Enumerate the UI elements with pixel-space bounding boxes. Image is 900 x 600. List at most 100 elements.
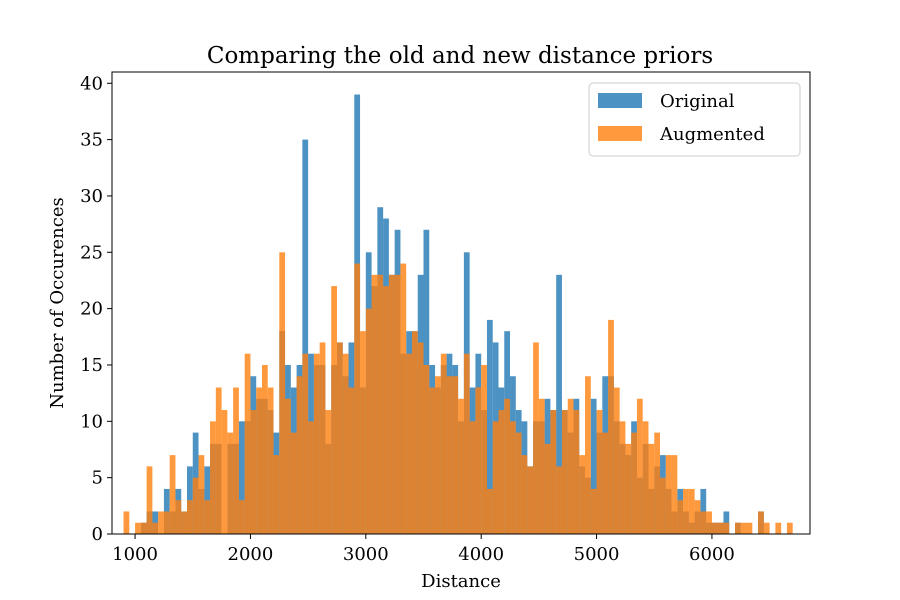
bar-augmented bbox=[267, 387, 274, 534]
bar-augmented bbox=[631, 432, 637, 534]
bar-augmented bbox=[336, 342, 343, 534]
bar-augmented bbox=[233, 387, 239, 534]
bar-augmented bbox=[481, 364, 487, 534]
legend-label-original: Original bbox=[660, 91, 735, 112]
bar-augmented bbox=[435, 376, 441, 534]
bar-augmented bbox=[313, 353, 320, 534]
bar-original bbox=[186, 466, 193, 534]
bar-augmented bbox=[700, 511, 707, 534]
bar-augmented bbox=[221, 410, 228, 534]
chart-title: Comparing the old and new distance prior… bbox=[207, 43, 713, 69]
legend-label-augmented: Augmented bbox=[659, 124, 765, 145]
bar-augmented bbox=[163, 511, 170, 534]
bar-augmented bbox=[140, 522, 147, 534]
y-tick-label: 15 bbox=[80, 355, 103, 376]
legend-swatch-original bbox=[598, 93, 642, 108]
bar-augmented bbox=[388, 274, 395, 534]
bar-augmented bbox=[227, 432, 234, 534]
plot-frame bbox=[111, 71, 811, 535]
bar-augmented bbox=[469, 421, 476, 534]
bar-augmented bbox=[613, 387, 620, 534]
bar-augmented bbox=[371, 274, 378, 534]
bar-augmented bbox=[383, 286, 389, 534]
bar-augmented bbox=[717, 522, 724, 534]
y-tick-label: 20 bbox=[80, 299, 103, 320]
y-axis-label: Number of Occurences bbox=[47, 197, 68, 408]
bar-augmented bbox=[533, 342, 539, 534]
x-tick-label: 1000 bbox=[112, 544, 158, 565]
bar-augmented bbox=[608, 319, 614, 534]
bar-augmented bbox=[365, 308, 372, 534]
bar-augmented bbox=[740, 522, 747, 534]
bar-augmented bbox=[602, 432, 609, 534]
bar-augmented bbox=[204, 500, 211, 534]
bar-augmented bbox=[458, 398, 464, 534]
bar-augmented bbox=[394, 274, 401, 534]
bar-augmented bbox=[711, 522, 718, 534]
bar-augmented bbox=[463, 353, 470, 534]
bar-augmented bbox=[746, 522, 753, 534]
bar-augmented bbox=[181, 511, 187, 534]
bar-augmented bbox=[186, 500, 193, 534]
bar-augmented bbox=[123, 511, 130, 534]
bar-augmented bbox=[671, 455, 678, 534]
bar-augmented bbox=[677, 500, 684, 534]
bar-augmented bbox=[273, 455, 280, 534]
bar-augmented bbox=[619, 421, 626, 534]
y-tick-label: 0 bbox=[92, 524, 103, 545]
y-tick-label: 30 bbox=[80, 186, 103, 207]
bar-augmented bbox=[360, 331, 366, 534]
bar-augmented bbox=[573, 410, 580, 534]
bar-augmented bbox=[440, 353, 447, 534]
bar-augmented bbox=[683, 488, 689, 534]
bar-augmented bbox=[377, 274, 384, 534]
y-tick-label: 10 bbox=[80, 411, 103, 432]
bar-augmented bbox=[556, 466, 562, 534]
bar-augmented bbox=[694, 500, 701, 534]
bar-augmented bbox=[544, 443, 551, 534]
bar-augmented bbox=[452, 376, 459, 534]
y-tick-label: 40 bbox=[80, 73, 103, 94]
x-tick-label: 2000 bbox=[228, 544, 274, 565]
bar-augmented bbox=[210, 421, 216, 534]
bar-augmented bbox=[417, 342, 424, 534]
bar-augmented bbox=[250, 410, 257, 534]
x-axis-ticks: 1000 2000 3000 4000 5000 6000 bbox=[112, 534, 735, 565]
bar-original bbox=[486, 319, 493, 534]
bar-augmented bbox=[198, 455, 205, 534]
bar-augmented bbox=[342, 353, 349, 534]
x-tick-label: 3000 bbox=[343, 544, 389, 565]
bar-augmented bbox=[550, 410, 557, 534]
bar-augmented bbox=[429, 387, 436, 534]
y-axis-ticks: 0 5 10 15 20 25 30 35 40 bbox=[80, 73, 112, 545]
bar-augmented bbox=[308, 421, 314, 534]
legend: Original Augmented bbox=[588, 82, 801, 157]
bar-augmented bbox=[723, 522, 730, 534]
bar-augmented bbox=[285, 398, 291, 534]
bar-augmented bbox=[192, 477, 199, 534]
bar-augmented bbox=[763, 522, 770, 534]
bar-augmented bbox=[786, 522, 793, 534]
x-axis-label: Distance bbox=[421, 571, 501, 592]
bar-augmented bbox=[510, 421, 516, 534]
bar-augmented bbox=[504, 398, 511, 534]
bar-augmented bbox=[498, 410, 505, 534]
bar-augmented bbox=[261, 364, 268, 534]
bar-augmented bbox=[319, 342, 326, 534]
y-tick-label: 35 bbox=[80, 130, 103, 151]
bar-augmented bbox=[175, 500, 182, 534]
x-tick-label: 6000 bbox=[689, 544, 735, 565]
bar-augmented bbox=[567, 398, 574, 534]
bar-augmented bbox=[446, 376, 453, 534]
bar-augmented bbox=[775, 522, 782, 534]
bar-augmented bbox=[296, 376, 303, 534]
bar-augmented bbox=[152, 522, 159, 534]
bar-augmented bbox=[665, 455, 672, 534]
bar-augmented bbox=[331, 286, 337, 534]
bar-augmented bbox=[636, 398, 643, 534]
bar-augmented bbox=[688, 488, 695, 534]
bar-original bbox=[556, 274, 562, 534]
bar-augmented bbox=[642, 421, 649, 534]
bar-augmented bbox=[400, 263, 407, 534]
